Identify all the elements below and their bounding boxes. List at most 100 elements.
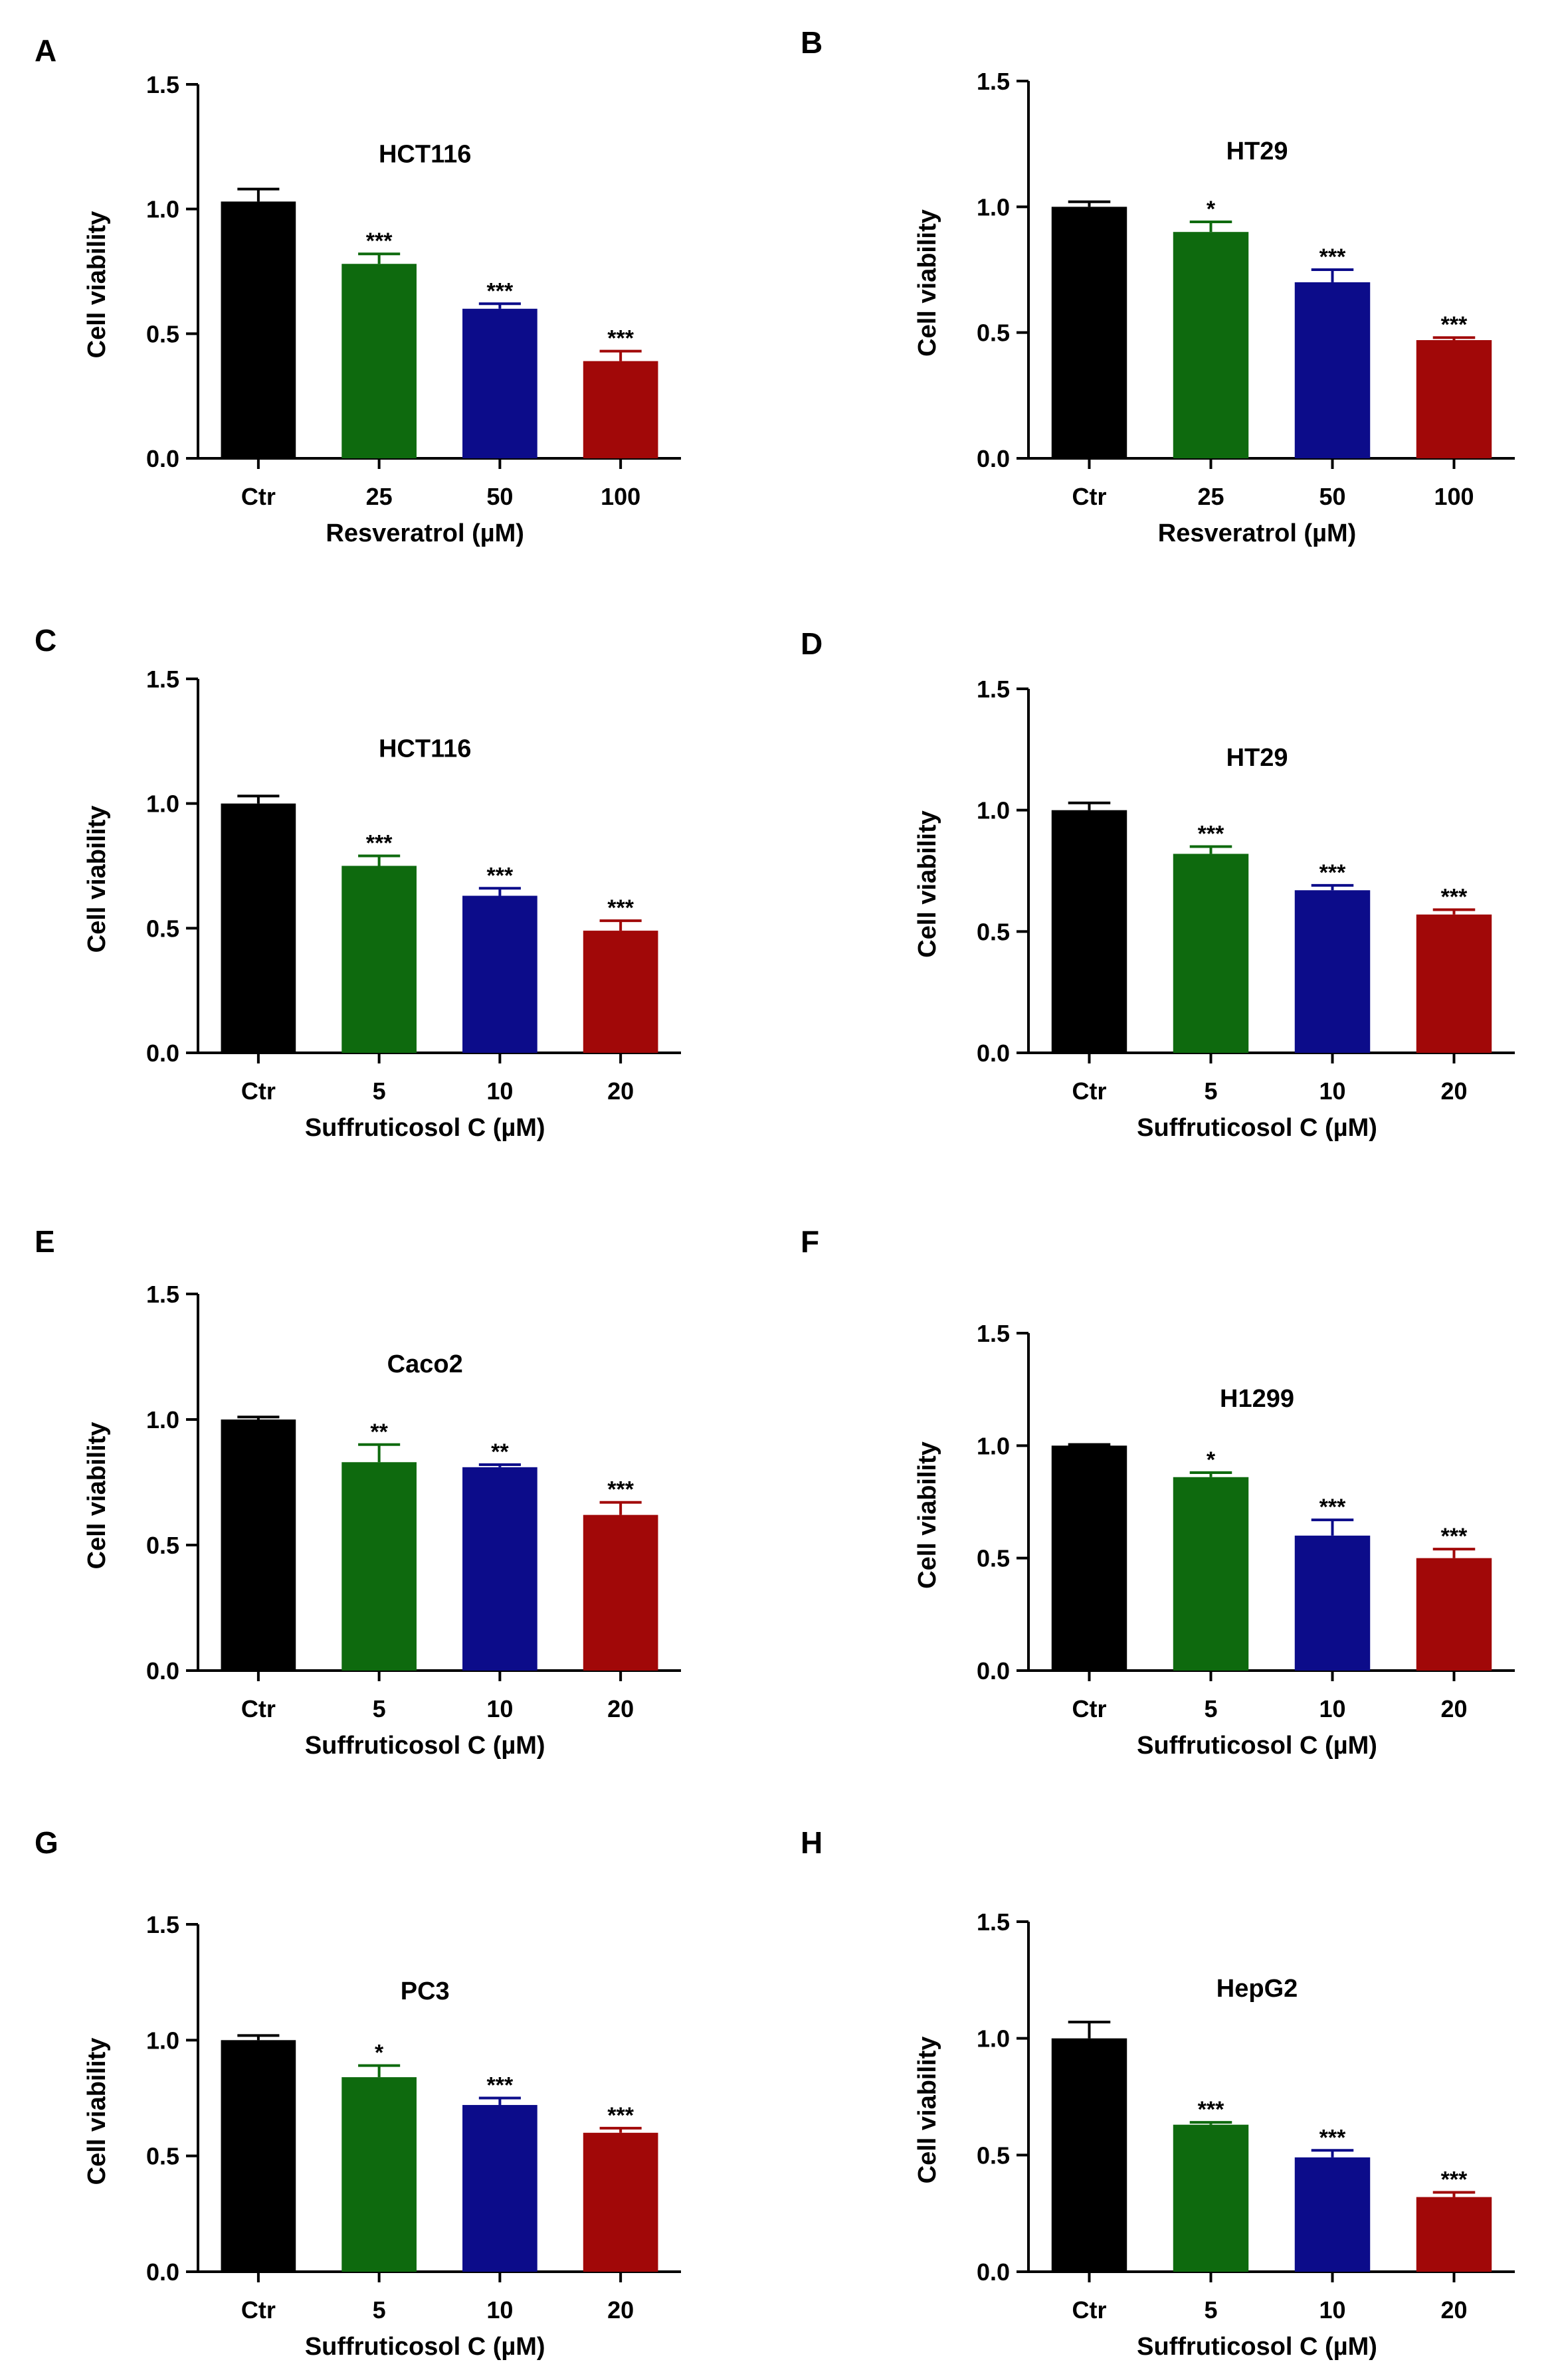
bar-1 [1173, 1477, 1249, 1671]
x-axis-label: Suffruticosol C (µM) [305, 1114, 545, 1142]
panel-f: F H1299 0.0 0.5 1.0 1.5 Cell viability Ctr * 5 ***… [801, 1224, 1515, 1760]
x-tick-label: 10 [1319, 2296, 1345, 2324]
y-tick-label: 0.5 [977, 918, 1010, 945]
bar-3 [1416, 2197, 1492, 2272]
y-tick-label: 0.0 [977, 1040, 1010, 1067]
y-tick-label: 0.5 [146, 320, 179, 347]
x-tick-label: 50 [486, 483, 513, 510]
x-tick-label: 100 [1434, 483, 1474, 510]
bar-3 [583, 2132, 658, 2272]
chart-title: HT29 [1226, 744, 1288, 772]
y-axis-label: Cell viability [83, 806, 111, 953]
x-axis-label: Suffruticosol C (µM) [1137, 1114, 1377, 1142]
y-tick-label: 0.5 [146, 1532, 179, 1559]
bar-1 [341, 2077, 417, 2272]
x-tick-label: Ctr [241, 1695, 276, 1722]
x-tick-label: 25 [366, 483, 393, 510]
chart-title: PC3 [401, 1977, 450, 2005]
panel-e: E Caco2 0.0 0.5 1.0 1.5 Cell viability Ctr ** 5 **… [35, 1224, 681, 1760]
significance-label: *** [607, 2103, 634, 2128]
x-tick-label: 25 [1197, 483, 1224, 510]
significance-label: * [1207, 1447, 1216, 1473]
panel-letter: A [35, 33, 56, 68]
x-axis-label: Suffruticosol C (µM) [1137, 2333, 1377, 2361]
panel-letter: C [35, 623, 56, 658]
y-tick-label: 1.5 [146, 1281, 179, 1308]
bar-0 [221, 201, 296, 458]
significance-label: *** [1319, 2125, 1346, 2150]
x-tick-label: Ctr [241, 483, 276, 510]
x-tick-label: Ctr [241, 2296, 276, 2324]
x-tick-label: 20 [607, 1695, 634, 1722]
x-tick-label: 10 [1319, 1077, 1345, 1105]
bar-1 [1173, 854, 1249, 1053]
y-tick-label: 1.0 [146, 196, 179, 223]
y-axis-label: Cell viability [914, 810, 941, 958]
y-tick-label: 1.5 [977, 1908, 1010, 1936]
x-tick-label: 50 [1319, 483, 1345, 510]
significance-label: *** [487, 278, 514, 304]
significance-label: *** [1319, 860, 1346, 885]
x-tick-label: Ctr [1072, 1077, 1107, 1105]
significance-label: *** [607, 326, 634, 351]
x-tick-label: 5 [1204, 2296, 1217, 2324]
significance-label: *** [1441, 2167, 1468, 2193]
x-tick-label: 20 [607, 1077, 634, 1105]
panel-letter: D [801, 626, 823, 661]
panel-letter: G [35, 1825, 58, 1860]
y-tick-label: 1.0 [146, 2027, 179, 2054]
significance-label: *** [366, 229, 393, 254]
y-tick-label: 1.0 [977, 193, 1010, 221]
bar-3 [583, 931, 658, 1053]
chart-title: H1299 [1220, 1385, 1294, 1413]
x-tick-label: 10 [486, 2296, 513, 2324]
panel-letter: H [801, 1825, 823, 1860]
bar-1 [1173, 232, 1249, 458]
chart-title: HT29 [1226, 137, 1288, 165]
x-tick-label: 5 [373, 1695, 386, 1722]
bar-0 [1051, 2038, 1127, 2272]
panel-letter: E [35, 1224, 55, 1259]
bar-3 [1416, 1558, 1492, 1671]
bar-2 [1294, 2157, 1371, 2272]
significance-label: *** [1319, 244, 1346, 270]
y-tick-label: 1.0 [146, 790, 179, 818]
significance-label: *** [1198, 821, 1224, 846]
x-tick-label: 10 [486, 1695, 513, 1722]
x-tick-label: Ctr [1072, 483, 1107, 510]
bar-2 [462, 895, 537, 1053]
x-tick-label: 5 [1204, 1077, 1217, 1105]
chart-title: HCT116 [379, 141, 471, 169]
bar-3 [583, 361, 658, 458]
panel-b: B HT29 0.0 0.5 1.0 1.5 Cell viability Ctr * 25 ***… [801, 25, 1515, 547]
y-tick-label: 0.5 [146, 2143, 179, 2170]
y-tick-label: 1.0 [977, 797, 1010, 824]
x-tick-label: Ctr [241, 1077, 276, 1105]
x-tick-label: 5 [373, 2296, 386, 2324]
x-tick-label: 20 [607, 2296, 634, 2324]
bar-2 [1294, 1535, 1371, 1671]
panel-letter: F [801, 1224, 819, 1259]
x-tick-label: 5 [1204, 1695, 1217, 1722]
y-tick-label: 0.0 [977, 2258, 1010, 2286]
y-tick-label: 1.0 [977, 1432, 1010, 1459]
panel-d: D HT29 0.0 0.5 1.0 1.5 Cell viability Ctr *** 5 **… [801, 626, 1515, 1142]
bar-3 [1416, 340, 1492, 458]
significance-label: ** [370, 1419, 388, 1445]
chart-title: HepG2 [1216, 1975, 1298, 2003]
bar-1 [341, 264, 417, 458]
x-axis-label: Suffruticosol C (µM) [305, 2333, 545, 2361]
y-tick-label: 1.5 [146, 1911, 179, 1938]
y-tick-label: 0.0 [146, 1040, 179, 1067]
significance-label: *** [1441, 884, 1468, 909]
bar-2 [462, 2104, 537, 2272]
bar-0 [1051, 1445, 1127, 1671]
chart-title: HCT116 [379, 735, 471, 763]
bar-1 [341, 1462, 417, 1671]
panel-letter: B [801, 25, 823, 60]
panel-h: H HepG2 0.0 0.5 1.0 1.5 Cell viability Ctr *** 5 *… [801, 1825, 1515, 2361]
x-tick-label: 100 [601, 483, 640, 510]
y-tick-label: 0.0 [977, 445, 1010, 472]
y-tick-label: 1.5 [977, 676, 1010, 703]
